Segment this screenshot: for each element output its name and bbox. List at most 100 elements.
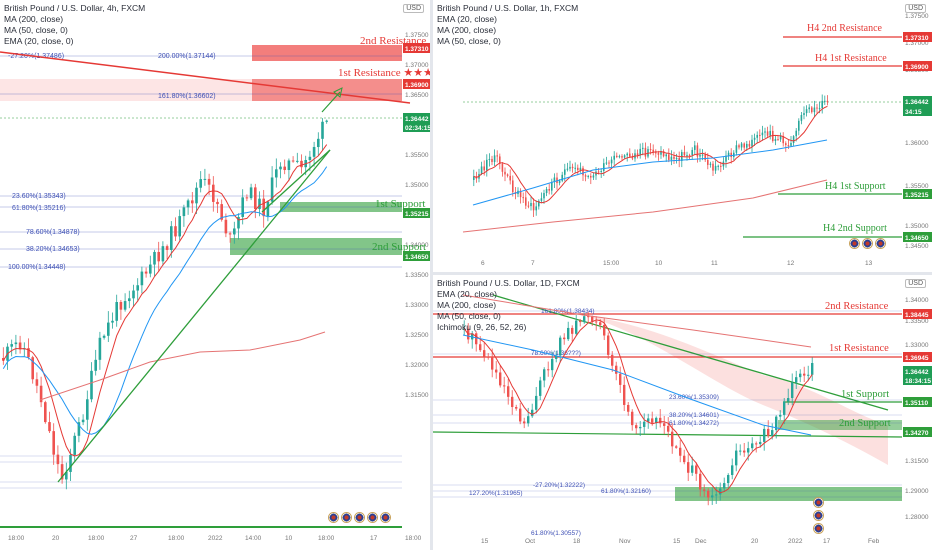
candle-body[interactable]: [547, 369, 550, 371]
chart-panel-1h[interactable]: British Pound / U.S. Dollar, 1h, FXCM EM…: [433, 0, 932, 272]
candle-body[interactable]: [663, 423, 666, 426]
candle-body[interactable]: [563, 337, 566, 340]
candle-body[interactable]: [579, 167, 582, 171]
candle-body[interactable]: [603, 325, 606, 336]
candle-body[interactable]: [178, 216, 181, 237]
candle-body[interactable]: [567, 327, 570, 340]
event-flags[interactable]: [813, 497, 824, 534]
candle-body[interactable]: [530, 202, 532, 207]
candle-body[interactable]: [818, 108, 821, 110]
candle-body[interactable]: [735, 450, 738, 466]
candle-body[interactable]: [2, 358, 5, 361]
candle-body[interactable]: [667, 425, 670, 432]
candle-body[interactable]: [639, 426, 642, 429]
forecast-arrow[interactable]: [321, 91, 341, 113]
candle-body[interactable]: [561, 174, 563, 181]
candle-body[interactable]: [115, 302, 118, 321]
candle-body[interactable]: [800, 115, 803, 121]
candle-body[interactable]: [608, 162, 610, 164]
candle-body[interactable]: [564, 169, 566, 175]
candle-body[interactable]: [245, 197, 249, 199]
candle-body[interactable]: [504, 171, 506, 175]
indicator-ma50[interactable]: MA (50, close, 0): [437, 311, 501, 321]
candle-body[interactable]: [719, 488, 722, 495]
candle-body[interactable]: [98, 337, 102, 360]
candle-body[interactable]: [506, 174, 509, 176]
flag-icon[interactable]: [813, 510, 824, 521]
candle-body[interactable]: [707, 490, 710, 498]
candle-body[interactable]: [48, 422, 51, 432]
candle-body[interactable]: [486, 159, 488, 171]
candle-body[interactable]: [90, 370, 93, 400]
candle-body[interactable]: [779, 414, 782, 417]
candle-body[interactable]: [755, 443, 758, 445]
candle-body[interactable]: [699, 154, 701, 157]
candle-body[interactable]: [787, 145, 790, 147]
candle-body[interactable]: [493, 155, 496, 162]
candle-body[interactable]: [10, 344, 13, 347]
flag-icon[interactable]: [849, 238, 860, 249]
candle-body[interactable]: [583, 316, 586, 323]
candle-body[interactable]: [512, 180, 514, 193]
candle-body[interactable]: [592, 175, 595, 178]
candle-body[interactable]: [499, 156, 501, 164]
candle-body[interactable]: [491, 356, 494, 370]
candle-body[interactable]: [799, 373, 802, 378]
ma200-line[interactable]: [39, 331, 326, 401]
ma50-line[interactable]: [2, 166, 328, 435]
candle-body[interactable]: [157, 251, 160, 262]
candle-body[interactable]: [551, 358, 554, 371]
candle-body[interactable]: [774, 139, 777, 141]
candle-body[interactable]: [821, 100, 823, 109]
candle-body[interactable]: [603, 163, 605, 171]
ema20-line[interactable]: [463, 319, 813, 494]
ma50-line[interactable]: [462, 334, 812, 436]
candle-body[interactable]: [233, 228, 236, 235]
candle-body[interactable]: [111, 320, 114, 323]
candle-body[interactable]: [759, 134, 761, 136]
chart-canvas[interactable]: 1.375001.370001.365001.360001.355001.350…: [433, 0, 932, 272]
candle-body[interactable]: [659, 417, 662, 424]
candle-body[interactable]: [807, 374, 810, 376]
candle-body[interactable]: [811, 363, 814, 375]
candle-body[interactable]: [675, 446, 678, 448]
candle-body[interactable]: [808, 107, 810, 110]
candle-body[interactable]: [491, 158, 493, 162]
candle-body[interactable]: [616, 155, 618, 157]
candle-body[interactable]: [627, 404, 630, 412]
candle-body[interactable]: [199, 179, 202, 188]
candle-body[interactable]: [600, 170, 602, 172]
candle-body[interactable]: [610, 159, 613, 164]
candle-body[interactable]: [805, 109, 808, 114]
candle-body[interactable]: [543, 369, 546, 381]
candle-body[interactable]: [766, 131, 769, 136]
candle-body[interactable]: [636, 153, 639, 156]
candle-body[interactable]: [543, 192, 545, 199]
candle-body[interactable]: [254, 187, 257, 210]
candle-body[interactable]: [553, 177, 556, 182]
candle-body[interactable]: [618, 156, 621, 158]
candle-body[interactable]: [675, 157, 678, 159]
candle-body[interactable]: [644, 147, 647, 157]
support-zone-2[interactable]: [778, 420, 902, 430]
candle-body[interactable]: [275, 169, 278, 178]
candle-body[interactable]: [519, 408, 522, 422]
candle-body[interactable]: [703, 489, 706, 491]
candle-body[interactable]: [665, 154, 667, 157]
candle-body[interactable]: [479, 344, 482, 351]
candle-body[interactable]: [296, 160, 299, 162]
support-zone-demand[interactable]: [675, 487, 902, 501]
candle-body[interactable]: [611, 354, 614, 366]
candle-body[interactable]: [132, 290, 135, 299]
candle-body[interactable]: [751, 443, 754, 449]
candle-body[interactable]: [623, 155, 626, 158]
candle-body[interactable]: [532, 202, 535, 211]
candle-body[interactable]: [555, 355, 558, 359]
candle-body[interactable]: [779, 136, 782, 140]
candle-body[interactable]: [775, 416, 778, 431]
candle-body[interactable]: [203, 178, 207, 180]
candle-body[interactable]: [590, 175, 592, 178]
candle-body[interactable]: [86, 399, 89, 420]
candle-body[interactable]: [165, 246, 169, 250]
candle-body[interactable]: [597, 171, 600, 173]
